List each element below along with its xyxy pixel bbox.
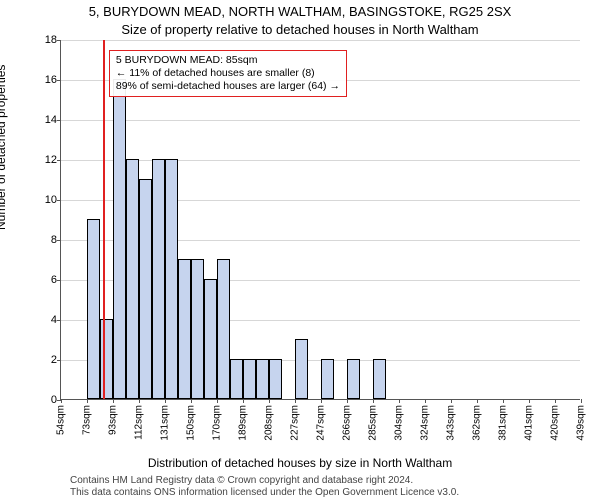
histogram-bar — [243, 359, 256, 399]
y-tick-label: 12 — [45, 154, 61, 166]
annotation-line1: 5 BURYDOWN MEAD: 85sqm — [116, 54, 340, 67]
footer-line1: Contains HM Land Registry data © Crown c… — [70, 475, 600, 487]
x-tick-label: 304sqm — [394, 399, 405, 441]
gridline — [61, 40, 580, 41]
histogram-bar — [295, 339, 308, 399]
x-tick-label: 266sqm — [342, 399, 353, 441]
x-tick-label: 343sqm — [446, 399, 457, 441]
gridline — [61, 120, 580, 121]
x-tick-label: 112sqm — [134, 399, 145, 440]
histogram-bar — [191, 259, 204, 399]
annotation-line2: ← 11% of detached houses are smaller (8) — [116, 67, 340, 80]
annotation-line3: 89% of semi-detached houses are larger (… — [116, 80, 340, 93]
x-tick-label: 73sqm — [82, 399, 93, 435]
histogram-bar — [87, 219, 100, 399]
histogram-bar — [165, 159, 178, 399]
chart-title-line2: Size of property relative to detached ho… — [0, 22, 600, 37]
y-tick-label: 4 — [51, 314, 61, 326]
x-tick-label: 189sqm — [238, 399, 249, 441]
x-tick-label: 227sqm — [290, 399, 301, 441]
histogram-bar — [217, 259, 230, 399]
y-tick-label: 6 — [51, 274, 61, 286]
x-tick-label: 362sqm — [472, 399, 483, 441]
histogram-bar — [373, 359, 386, 399]
y-tick-label: 10 — [45, 194, 61, 206]
x-tick-label: 54sqm — [56, 399, 67, 435]
x-tick-label: 170sqm — [212, 399, 223, 441]
annotation-box: 5 BURYDOWN MEAD: 85sqm ← 11% of detached… — [109, 50, 347, 97]
y-tick-label: 14 — [45, 114, 61, 126]
x-tick-label: 150sqm — [186, 399, 197, 441]
histogram-bar — [230, 359, 243, 399]
histogram-bar — [256, 359, 269, 399]
histogram-bar — [126, 159, 139, 399]
y-tick-label: 16 — [45, 74, 61, 86]
histogram-bar — [321, 359, 334, 399]
y-tick-label: 2 — [51, 354, 61, 366]
x-tick-label: 420sqm — [550, 399, 561, 441]
chart-plot-area: 02468101214161854sqm73sqm93sqm112sqm131s… — [60, 40, 580, 400]
chart-title-line1: 5, BURYDOWN MEAD, NORTH WALTHAM, BASINGS… — [0, 4, 600, 19]
histogram-bar — [139, 179, 152, 399]
x-axis-label: Distribution of detached houses by size … — [0, 456, 600, 470]
x-tick-label: 208sqm — [264, 399, 275, 441]
footer-attribution: Contains HM Land Registry data © Crown c… — [0, 475, 600, 498]
x-tick-label: 93sqm — [108, 399, 119, 435]
footer-line2: This data contains ONS information licen… — [70, 487, 600, 499]
x-tick-label: 401sqm — [524, 399, 535, 441]
histogram-bar — [178, 259, 191, 399]
x-tick-label: 247sqm — [316, 399, 327, 441]
histogram-bar — [347, 359, 360, 399]
x-tick-label: 381sqm — [498, 399, 509, 441]
x-tick-label: 324sqm — [420, 399, 431, 441]
histogram-bar — [152, 159, 165, 399]
y-tick-label: 8 — [51, 234, 61, 246]
histogram-bar — [113, 79, 126, 399]
histogram-bar — [269, 359, 282, 399]
x-tick-label: 131sqm — [160, 399, 171, 441]
x-tick-label: 439sqm — [576, 399, 587, 441]
y-tick-label: 18 — [45, 34, 61, 46]
histogram-bar — [204, 279, 217, 399]
x-tick-label: 285sqm — [368, 399, 379, 441]
reference-line — [103, 40, 105, 399]
y-axis-label: Number of detached properties — [0, 65, 8, 230]
